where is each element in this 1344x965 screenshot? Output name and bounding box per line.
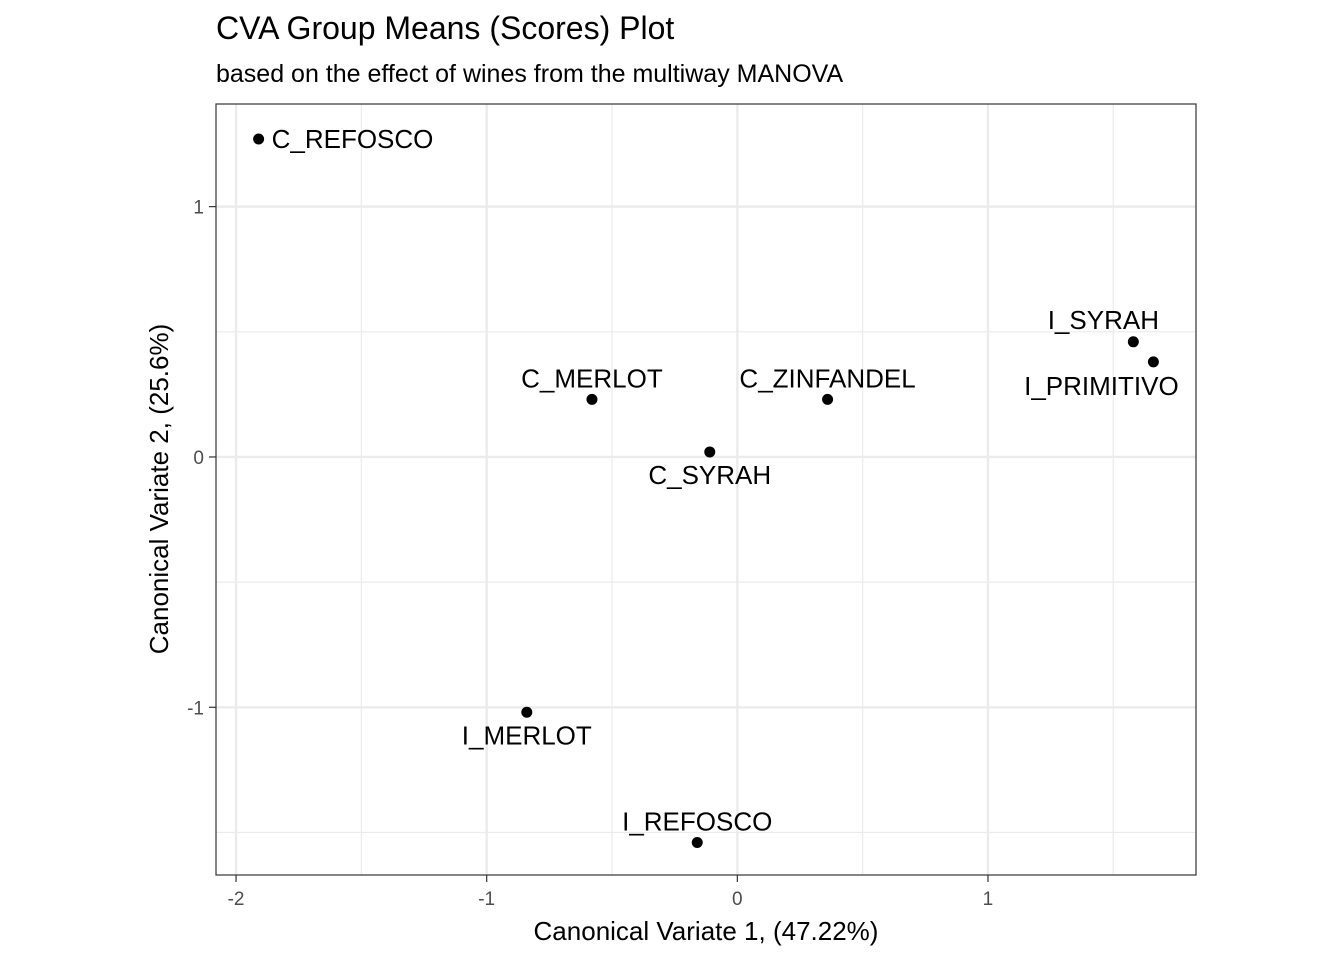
chart-subtitle: based on the effect of wines from the mu… <box>216 60 843 88</box>
plot-panel-border <box>215 103 1197 876</box>
point-i-refosco <box>691 836 703 848</box>
x-tick-label: -1 <box>478 889 495 910</box>
point-label-c-zinfandel: C_ZINFANDEL <box>739 363 915 393</box>
point-c-merlot <box>586 393 598 405</box>
point-i-merlot <box>521 706 533 718</box>
point-label-i-merlot: I_MERLOT <box>462 720 592 750</box>
x-axis-title: Canonical Variate 1, (47.22%) <box>534 916 879 946</box>
point-label-i-refosco: I_REFOSCO <box>622 806 772 836</box>
point-i-syrah <box>1127 336 1139 348</box>
x-tick-label: -2 <box>228 889 245 910</box>
point-label-i-primitivo: I_PRIMITIVO <box>1024 371 1179 401</box>
x-tick-label: 1 <box>983 889 994 910</box>
y-tick-label: 1 <box>193 198 204 219</box>
ticks-layer: -2 -1 0 1 -1 0 1 <box>187 198 993 910</box>
y-tick-label: -1 <box>187 698 204 719</box>
x-tick-label: 0 <box>732 889 743 910</box>
point-c-syrah <box>704 446 716 458</box>
point-i-primitivo <box>1147 356 1159 368</box>
chart-title: CVA Group Means (Scores) Plot <box>216 10 674 46</box>
point-c-refosco <box>253 133 265 145</box>
point-label-c-refosco: C_REFOSCO <box>272 124 434 154</box>
grid-layer <box>216 104 1196 875</box>
point-c-zinfandel <box>822 393 834 405</box>
point-label-i-syrah: I_SYRAH <box>1048 305 1159 335</box>
points-layer: C_REFOSCO I_SYRAH I_PRIMITIVO C_MERLOT C_ZIN… <box>253 124 1179 848</box>
y-axis-title: Canonical Variate 2, (25.6%) <box>144 324 174 654</box>
point-label-c-syrah: C_SYRAH <box>648 460 771 490</box>
y-tick-label: 0 <box>193 448 204 469</box>
point-label-c-merlot: C_MERLOT <box>521 363 663 393</box>
